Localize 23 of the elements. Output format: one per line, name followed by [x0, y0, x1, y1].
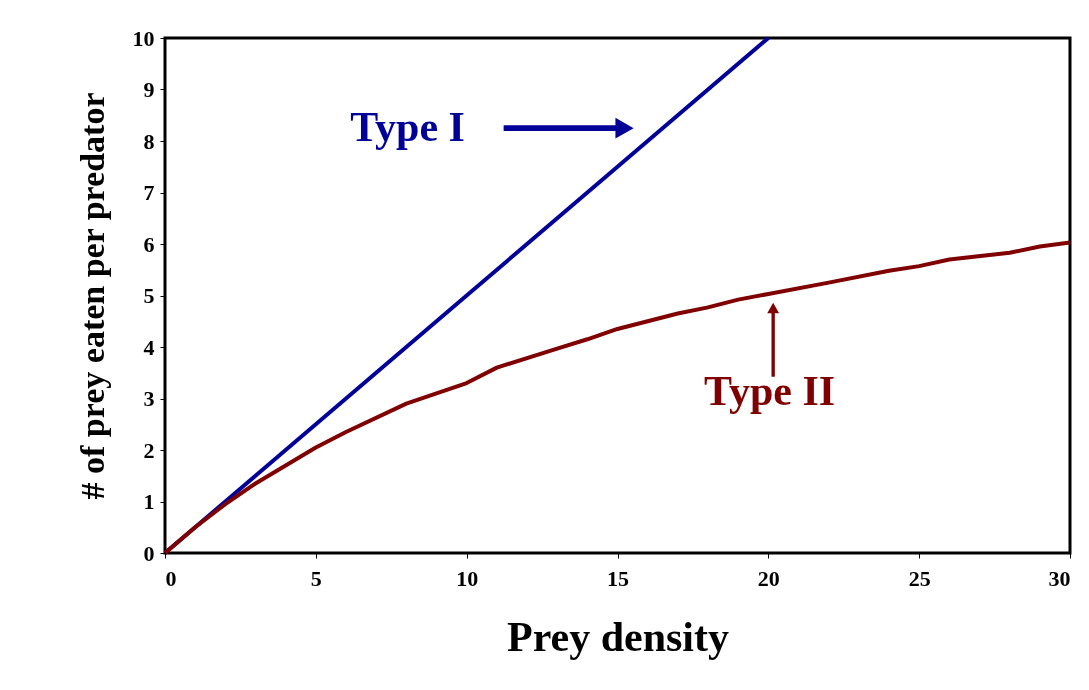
y-tick-label: 2: [143, 437, 155, 463]
line-series: [163, 240, 1072, 555]
y-tick-label: 3: [143, 386, 155, 411]
y-tick-label: 1: [143, 489, 155, 514]
x-tick-label: 5: [310, 565, 322, 591]
annotation: Type I: [350, 104, 465, 151]
y-tick-label: 4: [143, 334, 155, 360]
y-tick-label: 0: [143, 540, 155, 566]
x-axis-title: Prey density: [506, 613, 730, 660]
y-tick-label: 7: [143, 180, 155, 205]
y-tick-label: 5: [143, 283, 155, 308]
x-tick-label: 0: [165, 565, 177, 591]
annotation: Type II: [703, 367, 836, 414]
y-tick-label: 6: [143, 231, 155, 257]
y-tick-label: 10: [132, 25, 155, 51]
x-tick-label: 25: [908, 565, 931, 591]
x-tick-label: 20: [757, 565, 780, 591]
x-tick-label: 10: [456, 565, 479, 591]
y-tick-label: 8: [143, 128, 155, 154]
y-axis-title: # of prey eaten per predator: [73, 92, 111, 500]
y-tick-label: 9: [143, 77, 155, 102]
x-tick-label: 15: [607, 565, 629, 591]
x-tick-label: 30: [1048, 565, 1071, 591]
